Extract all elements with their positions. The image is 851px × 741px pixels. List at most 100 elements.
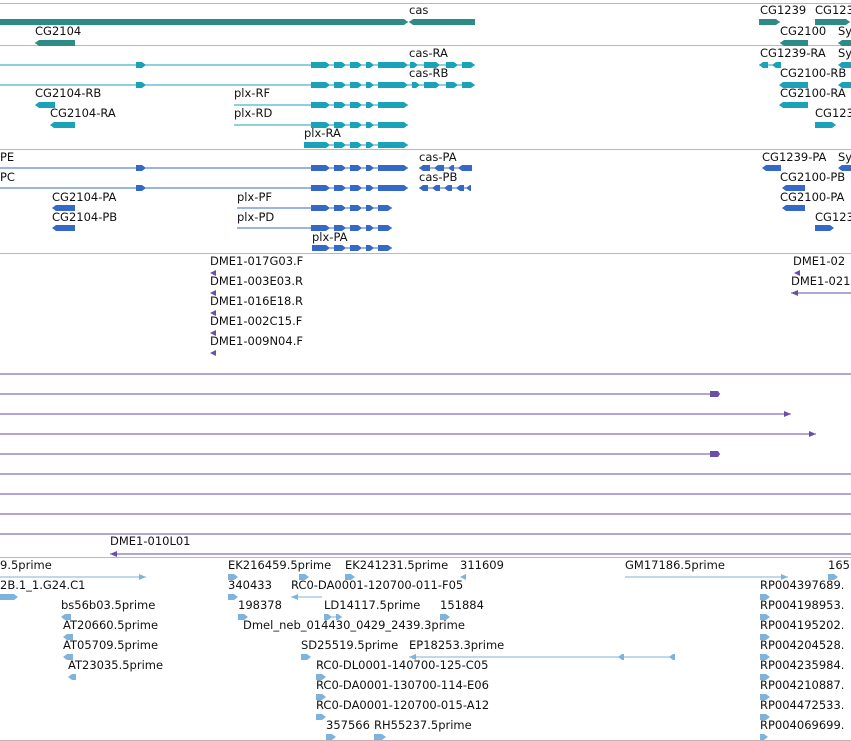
feature-glyph[interactable]	[35, 40, 75, 46]
feature-glyph[interactable]	[828, 574, 838, 580]
feature-glyph[interactable]	[210, 310, 216, 316]
feature-glyph[interactable]	[110, 551, 851, 557]
feature-glyph[interactable]	[779, 82, 808, 88]
feature-glyph[interactable]	[304, 142, 408, 148]
feature-glyph[interactable]	[760, 614, 770, 620]
track-genes: cas CG1239 CG123 CG2104 CG2100 Sy	[0, 3, 851, 46]
feature-glyph[interactable]	[63, 634, 73, 640]
feature-glyph[interactable]	[419, 165, 472, 171]
feature-glyph[interactable]	[838, 82, 851, 88]
feature-glyph[interactable]	[409, 19, 475, 25]
feature-label: AT05709.5prime	[63, 638, 158, 652]
feature-glyph[interactable]	[779, 102, 808, 108]
feature-glyph[interactable]	[759, 62, 781, 68]
feature-glyph[interactable]	[794, 270, 800, 276]
feature-label: 311609	[460, 558, 504, 572]
feature-glyph[interactable]	[35, 102, 55, 108]
feature-glyph[interactable]	[780, 40, 808, 46]
feature-label: 357566	[326, 718, 370, 732]
feature-glyph[interactable]	[301, 654, 311, 660]
feature-label: EP18253.3prime	[409, 638, 504, 652]
feature-glyph[interactable]	[791, 290, 851, 296]
feature-glyph[interactable]	[419, 185, 471, 191]
feature-glyph[interactable]	[234, 102, 408, 108]
feature-glyph[interactable]	[838, 165, 851, 171]
feature-label: Sy	[838, 46, 851, 60]
feature-glyph[interactable]	[316, 694, 326, 700]
feature-glyph[interactable]	[52, 205, 75, 211]
feature-glyph[interactable]	[0, 594, 18, 600]
feature-glyph[interactable]	[52, 225, 75, 231]
feature-glyph[interactable]	[762, 165, 781, 171]
feature-label: EK216459.5prime	[228, 558, 331, 572]
feature-glyph[interactable]	[760, 594, 770, 600]
feature-glyph[interactable]	[0, 411, 791, 417]
feature-glyph[interactable]	[210, 290, 216, 296]
feature-glyph[interactable]	[316, 714, 326, 720]
feature-glyph[interactable]	[460, 574, 466, 580]
feature-glyph[interactable]	[0, 391, 720, 397]
feature-glyph[interactable]	[760, 694, 770, 700]
feature-glyph[interactable]	[760, 634, 770, 640]
feature-label: Sy	[838, 150, 851, 164]
feature-glyph[interactable]	[237, 205, 392, 211]
feature-glyph[interactable]	[759, 19, 780, 25]
feature-glyph[interactable]	[760, 734, 768, 740]
feature-glyph[interactable]	[782, 205, 805, 211]
feature-label: CG1239-RA	[760, 46, 826, 60]
feature-glyph[interactable]	[238, 614, 248, 620]
feature-glyph[interactable]	[760, 714, 770, 720]
feature-glyph[interactable]	[345, 574, 355, 580]
feature-glyph[interactable]	[312, 245, 392, 251]
feature-glyph[interactable]	[237, 225, 392, 231]
feature-label: 165	[828, 558, 850, 572]
feature-glyph[interactable]	[0, 574, 146, 580]
feature-glyph[interactable]	[815, 122, 836, 128]
feature-glyph[interactable]	[838, 40, 851, 46]
feature-glyph[interactable]	[228, 574, 238, 580]
feature-glyph[interactable]	[409, 654, 675, 660]
feature-label: plx-PA	[312, 230, 348, 244]
feature-label: AT20660.5prime	[63, 618, 158, 632]
feature-glyph[interactable]	[0, 451, 720, 457]
feature-glyph[interactable]	[760, 674, 770, 680]
feature-glyph[interactable]	[0, 165, 408, 171]
feature-glyph[interactable]	[0, 185, 408, 191]
feature-glyph[interactable]	[210, 350, 216, 356]
feature-label: DME1-016E18.R	[210, 294, 303, 308]
feature-label: GM17186.5prime	[625, 558, 725, 572]
feature-glyph[interactable]	[316, 674, 326, 680]
feature-glyph[interactable]	[63, 654, 73, 660]
feature-glyph[interactable]	[0, 431, 816, 437]
feature-glyph[interactable]	[815, 19, 850, 25]
feature-glyph[interactable]	[0, 82, 475, 88]
feature-glyph[interactable]	[815, 225, 834, 231]
feature-label: CG2100-PA	[780, 190, 845, 204]
feature-glyph[interactable]	[299, 574, 309, 580]
feature-glyph[interactable]	[0, 62, 475, 68]
feature-label: RH55237.5prime	[374, 718, 472, 732]
feature-label: DME1-003E03.R	[210, 274, 303, 288]
feature-glyph[interactable]	[68, 674, 76, 680]
feature-glyph[interactable]	[234, 122, 408, 128]
feature-glyph[interactable]	[228, 594, 238, 600]
feature-label: CG2104-PA	[52, 190, 117, 204]
feature-glyph[interactable]	[760, 654, 770, 660]
feature-glyph[interactable]	[782, 185, 805, 191]
feature-label: bs56b03.5prime	[61, 598, 155, 612]
feature-label: CG2104-PB	[52, 210, 117, 224]
feature-glyph[interactable]	[838, 62, 851, 68]
feature-glyph[interactable]	[625, 574, 788, 580]
track-transcripts: cas-RA CG1239-RA Sy cas-RB CG2100-RB CG2104-R…	[0, 46, 851, 148]
feature-glyph[interactable]	[210, 330, 216, 336]
feature-glyph[interactable]	[61, 614, 71, 620]
feature-glyph[interactable]	[324, 614, 342, 620]
feature-glyph[interactable]	[374, 734, 386, 740]
feature-glyph[interactable]	[440, 614, 450, 620]
feature-glyph[interactable]	[50, 122, 75, 128]
feature-glyph[interactable]	[0, 19, 408, 25]
feature-glyph[interactable]	[210, 270, 216, 276]
feature-glyph[interactable]	[326, 734, 336, 740]
feature-glyph[interactable]	[291, 594, 322, 600]
